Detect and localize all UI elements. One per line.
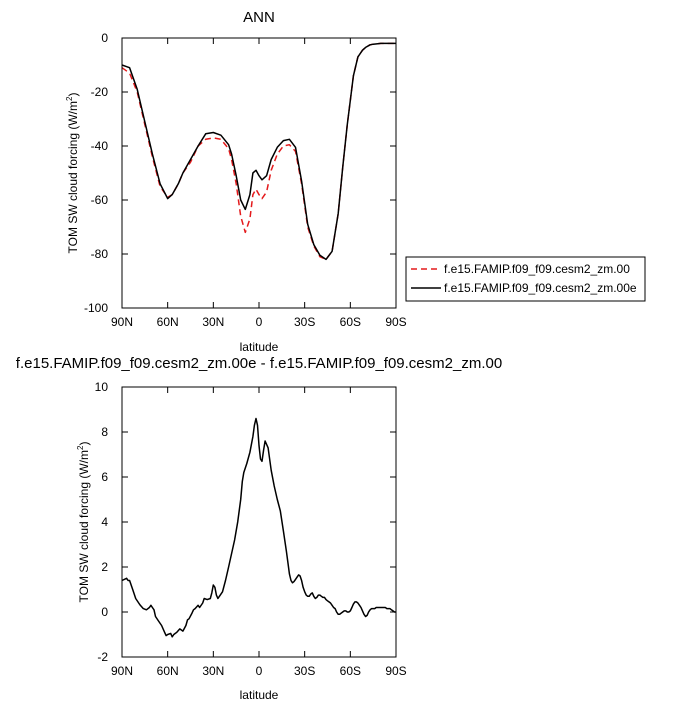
bottom-y-tick-label: 2 [101,560,108,574]
top-panel-ylabel-text: TOM SW cloud forcing (W/m [66,101,80,253]
bottom-panel-ticks: 90N 60N 30N 0 30S 60S 90S -2 0 2 4 6 8 10 [95,380,407,678]
bottom-y-tick-label: 0 [101,605,108,619]
top-panel-title: ANN [243,9,275,26]
top-y-tick-label: -40 [91,139,109,153]
top-x-tick-label: 30N [202,315,224,329]
bottom-panel-ylabel-sup: 2 [76,445,85,450]
top-y-tick-label: -80 [91,247,109,261]
top-panel-xlabel: latitude [240,340,279,354]
top-panel-frame [121,37,397,309]
top-panel-ticks: 90N 60N 30N 0 30S 60S 90S -100 -80 -60 -40 -20 0 [84,31,407,329]
top-series-line-0 [121,42,396,261]
legend-box [405,256,646,302]
top-panel-ylabel: TOM SW cloud forcing (W/m2) [65,93,80,254]
legend-label-zm-00: f.e15.FAMIP.f09_f09.cesm2_zm.00 [444,262,630,276]
legend: f.e15.FAMIP.f09_f09.cesm2_zm.00 f.e15.FA… [405,256,646,302]
top-x-tick-label: 0 [256,315,263,329]
top-y-tick-label: -20 [91,85,109,99]
top-panel-ylabel-sup: 2 [65,96,74,101]
bottom-panel-title: f.e15.FAMIP.f09_f09.cesm2_zm.00e - f.e15… [16,355,502,372]
bottom-y-tick-label: 6 [101,470,108,484]
legend-label-zm-00e: f.e15.FAMIP.f09_f09.cesm2_zm.00e [444,281,637,295]
bottom-panel-ylabel-text: TOM SW cloud forcing (W/m [77,450,91,602]
bottom-panel-ylabel: TOM SW cloud forcing (W/m2) [76,442,91,603]
top-series-line-1 [121,42,396,261]
bottom-x-tick-label: 60S [340,664,361,678]
top-x-tick-label: 30S [294,315,315,329]
top-x-tick-label: 90N [111,315,133,329]
bottom-x-tick-label: 90S [385,664,406,678]
top-panel: ANN 90N 60N 30N 0 30S 60S 90S -100 -80 -60 -40 -20 0… [65,9,646,354]
bottom-y-tick-label: 8 [101,425,108,439]
bottom-panel-ylabel-close: ) [77,442,91,446]
top-x-tick-label: 60N [157,315,179,329]
bottom-y-tick-label: -2 [97,650,108,664]
bottom-y-tick-label: 4 [101,515,108,529]
bottom-y-tick-label: 10 [95,380,109,394]
top-y-tick-label: -60 [91,193,109,207]
top-panel-ylabel-close: ) [66,93,80,97]
bottom-x-tick-label: 0 [256,664,263,678]
bottom-panel: f.e15.FAMIP.f09_f09.cesm2_zm.00e - f.e15… [16,355,502,702]
bottom-x-tick-label: 60N [157,664,179,678]
bottom-panel-frame [121,386,397,658]
bottom-panel-xlabel: latitude [240,688,279,702]
bottom-x-tick-label: 30S [294,664,315,678]
bottom-series-line-0 [121,417,396,638]
top-x-tick-label: 90S [385,315,406,329]
bottom-x-tick-label: 90N [111,664,133,678]
top-y-tick-label: -100 [84,301,108,315]
bottom-panel-series-lines [121,417,396,638]
top-panel-series-lines [121,42,396,261]
bottom-x-tick-label: 30N [202,664,224,678]
top-x-tick-label: 60S [340,315,361,329]
top-y-tick-label: 0 [101,31,108,45]
